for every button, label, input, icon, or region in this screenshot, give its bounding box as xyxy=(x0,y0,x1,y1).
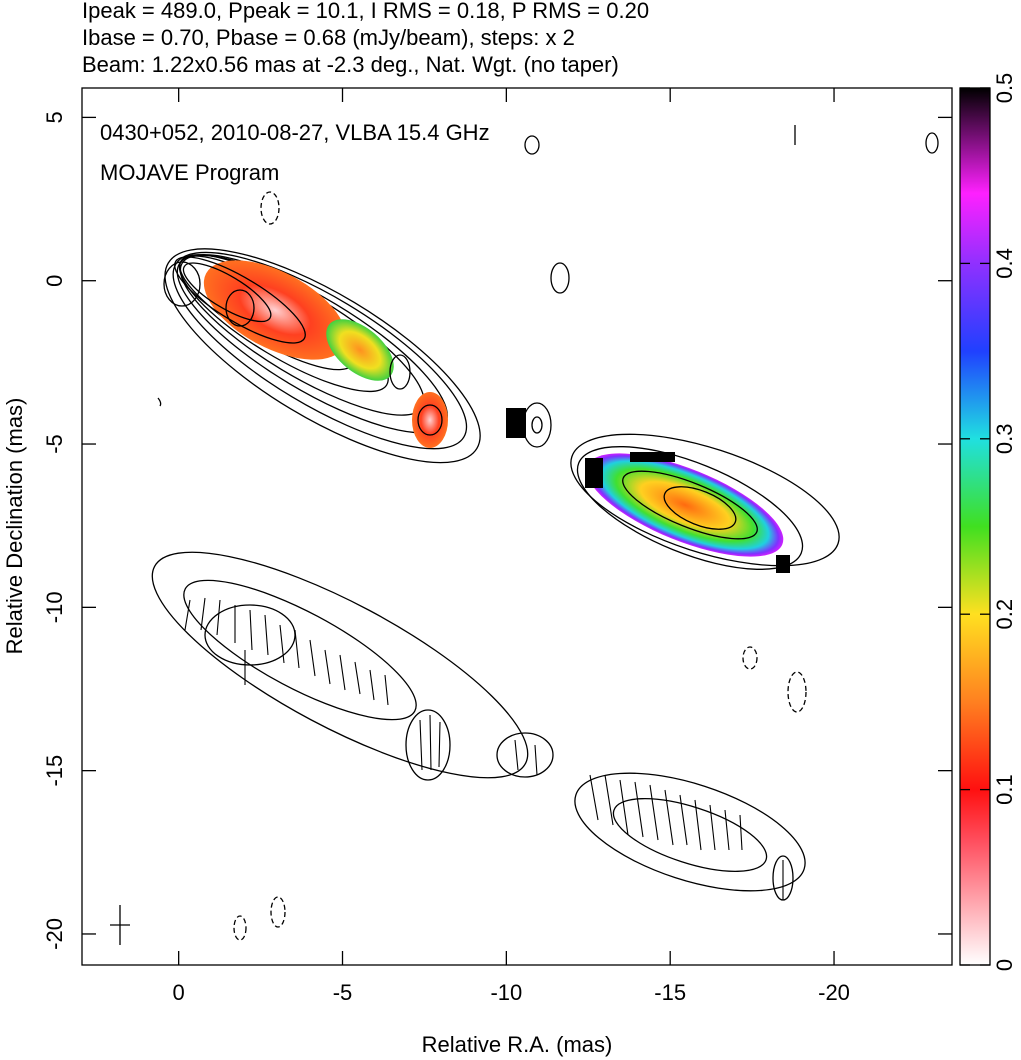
x-tick-label: -15 xyxy=(654,980,686,1005)
x-tick-label: -5 xyxy=(333,980,353,1005)
title-line: Ipeak = 489.0, Ppeak = 10.1, I RMS = 0.1… xyxy=(82,0,649,23)
map xyxy=(110,125,939,945)
y-tick-label: -10 xyxy=(42,591,67,623)
x-tick-label: 0 xyxy=(173,980,185,1005)
title-line: Beam: 1.22x0.56 mas at -2.3 deg., Nat. W… xyxy=(82,52,619,77)
colorbar-tick-label: 0.4 xyxy=(992,248,1017,279)
x-tick-label: -20 xyxy=(818,980,850,1005)
title-line: Ibase = 0.70, Pbase = 0.68 (mJy/beam), s… xyxy=(82,25,575,50)
y-tick-label: -15 xyxy=(42,755,67,787)
colorbar-tick-label: 0 xyxy=(992,959,1017,971)
colorbar-tick-label: 0.3 xyxy=(992,424,1017,455)
colorbar-tick-label: 0.5 xyxy=(992,73,1017,104)
plot-frame xyxy=(81,87,953,966)
colorbar-frame xyxy=(959,87,991,966)
colorbar-tick-label: 0.1 xyxy=(992,774,1017,805)
colorbar xyxy=(960,88,990,965)
colorbar-tick-label: 0.2 xyxy=(992,599,1017,630)
y-tick-label: -20 xyxy=(42,918,67,950)
title-block: Ipeak = 489.0, Ppeak = 10.1, I RMS = 0.1… xyxy=(82,0,649,77)
annotation: 0430+052, 2010-08-27, VLBA 15.4 GHz xyxy=(100,120,490,145)
annotation: MOJAVE Program xyxy=(100,160,279,185)
y-tick-label: -5 xyxy=(42,434,67,454)
y-tick-label: 5 xyxy=(42,111,67,123)
y-tick-label: 0 xyxy=(42,275,67,287)
y-axis-label: Relative Declination (mas) xyxy=(2,398,27,655)
x-axis-label: Relative R.A. (mas) xyxy=(422,1032,613,1057)
x-tick-label: -10 xyxy=(490,980,522,1005)
